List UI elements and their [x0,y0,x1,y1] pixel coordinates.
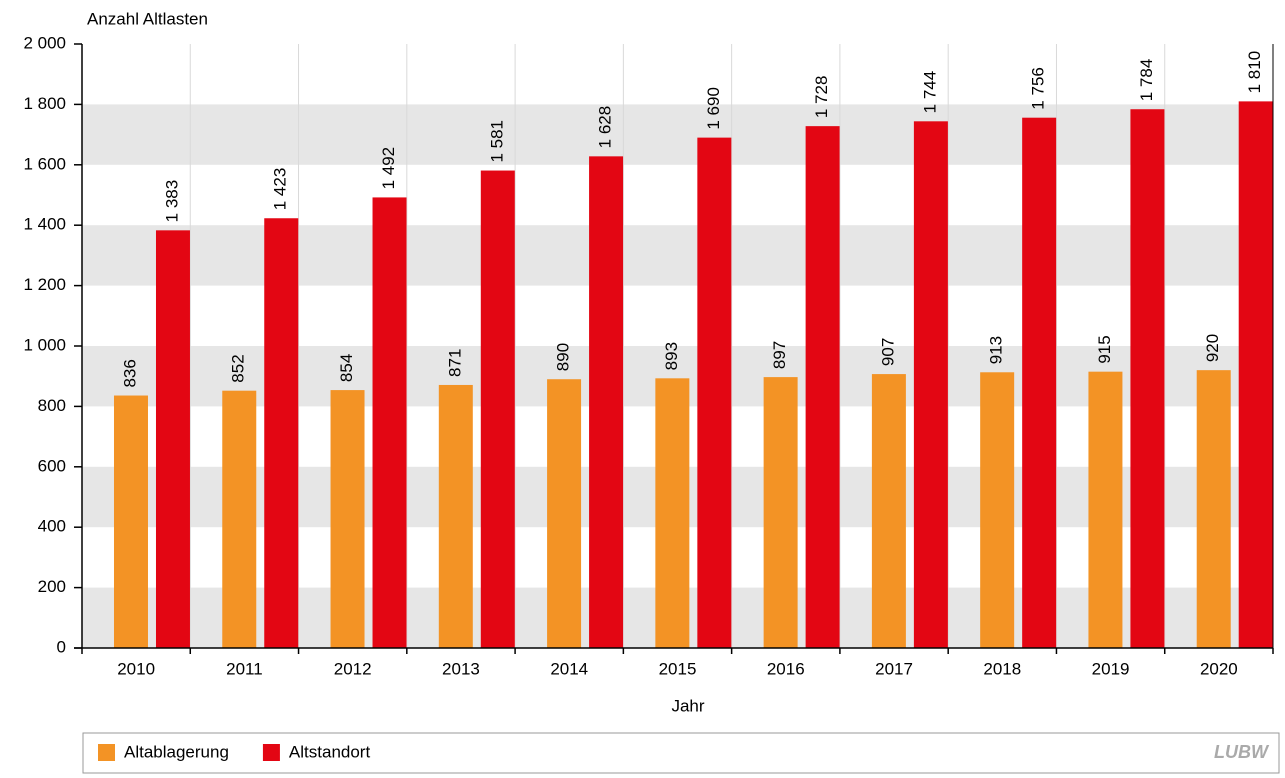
bar [372,197,407,648]
legend-label: Altstandort [289,742,371,761]
y-axis-label: Anzahl Altlasten [87,9,208,28]
bar [330,390,365,648]
data-label: 1 784 [1137,59,1156,102]
data-label: 915 [1095,335,1114,363]
y-tick-label: 1 800 [23,94,66,113]
bar [264,218,299,648]
data-label: 1 744 [920,71,939,114]
x-tick-label: 2013 [442,659,480,678]
legend-box [82,732,1280,774]
data-label: 854 [337,354,356,382]
data-label: 913 [987,336,1006,364]
y-tick-label: 1 600 [23,154,66,173]
y-tick-label: 1 000 [23,335,66,354]
bar [871,374,906,648]
bar [980,372,1015,648]
y-tick-label: 2 000 [23,33,66,52]
bar [1130,109,1165,649]
bar [547,379,582,648]
data-label: 890 [554,343,573,371]
data-label: 907 [878,338,897,366]
bar [222,390,257,648]
bar [1088,371,1123,648]
bar [1196,370,1231,648]
x-tick-label: 2010 [117,659,155,678]
data-label: 920 [1203,334,1222,362]
bar [913,121,948,648]
data-label: 1 383 [162,180,181,223]
bar [480,170,515,648]
x-tick-label: 2019 [1092,659,1130,678]
data-label: 1 492 [379,147,398,190]
y-tick-label: 400 [38,517,66,536]
x-tick-label: 2012 [334,659,372,678]
data-label: 1 423 [271,168,290,211]
x-tick-label: 2016 [767,659,805,678]
grid-band [82,225,1273,286]
x-tick-label: 2011 [226,659,263,678]
y-tick-label: 200 [38,577,66,596]
y-tick-label: 1 400 [23,215,66,234]
data-label: 1 810 [1245,51,1264,94]
y-tick-label: 800 [38,396,66,415]
legend-swatch [98,744,115,761]
x-tick-label: 2020 [1200,659,1238,678]
bar [438,384,473,648]
data-label: 1 756 [1029,67,1048,110]
data-label: 897 [770,341,789,369]
bar [655,378,690,648]
bar [113,395,148,648]
data-label: 852 [229,354,248,382]
y-tick-label: 600 [38,456,66,475]
grid-band [82,104,1273,165]
x-tick-label: 2015 [659,659,697,678]
bar [805,126,840,649]
data-label: 1 628 [596,106,615,149]
bar [1022,117,1057,649]
data-label: 1 728 [812,76,831,119]
legend-label: Altablagerung [124,742,229,761]
legend-swatch [262,744,280,761]
y-tick-label: 1 200 [23,275,66,294]
data-label: 1 690 [704,87,723,130]
bar [697,137,732,648]
x-tick-label: 2014 [550,659,588,678]
bar [763,377,798,648]
bar [155,230,190,649]
data-label: 871 [445,349,464,377]
y-tick-label: 0 [57,637,66,656]
logo: LUBW [1214,742,1270,762]
bar [589,156,624,648]
data-label: 1 581 [487,120,506,163]
data-label: 836 [120,359,139,387]
x-axis-label: Jahr [671,696,704,715]
x-tick-label: 2018 [983,659,1021,678]
bar [1238,101,1273,648]
data-label: 893 [662,342,681,370]
x-tick-label: 2017 [875,659,913,678]
